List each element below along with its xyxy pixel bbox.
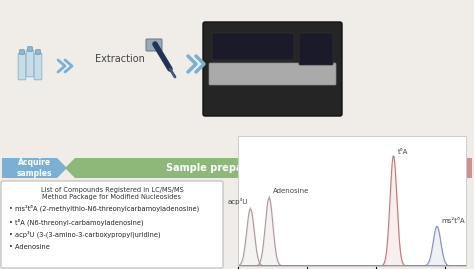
Text: Extraction: Extraction <box>95 54 145 64</box>
Text: List of Compounds Registered in LC/MS/MS
Method Package for Modified Nucleosides: List of Compounds Registered in LC/MS/MS… <box>41 187 183 200</box>
Text: acp³U: acp³U <box>228 199 248 206</box>
Text: Sample preparation: Sample preparation <box>166 163 276 173</box>
Text: • acp³U (3-(3-amino-3-carboxypropyl)uridine): • acp³U (3-(3-amino-3-carboxypropyl)urid… <box>9 231 161 239</box>
Text: Adenosine: Adenosine <box>273 188 309 194</box>
Polygon shape <box>375 158 472 178</box>
FancyBboxPatch shape <box>27 47 32 51</box>
FancyBboxPatch shape <box>34 53 42 80</box>
Text: ms²t⁶A: ms²t⁶A <box>441 218 465 224</box>
Polygon shape <box>65 158 377 178</box>
FancyBboxPatch shape <box>212 33 294 60</box>
FancyBboxPatch shape <box>36 50 40 54</box>
FancyBboxPatch shape <box>26 50 34 77</box>
Text: t⁶A: t⁶A <box>398 149 408 155</box>
Text: LC/MS/MS
Analysis (6 min.): LC/MS/MS Analysis (6 min.) <box>390 161 457 175</box>
FancyBboxPatch shape <box>209 63 336 85</box>
Text: • t⁶A (N6-threonyl-carbamoyladenosine): • t⁶A (N6-threonyl-carbamoyladenosine) <box>9 218 144 225</box>
FancyBboxPatch shape <box>1 181 223 268</box>
FancyBboxPatch shape <box>20 50 24 54</box>
Polygon shape <box>2 158 67 178</box>
Text: • Adenosine: • Adenosine <box>9 244 50 250</box>
FancyBboxPatch shape <box>203 22 342 116</box>
FancyBboxPatch shape <box>299 33 333 65</box>
Text: Acquire
samples: Acquire samples <box>17 158 52 178</box>
Text: • ms²t⁶A (2-methylthio-N6-threonylcarbamoyladenosine): • ms²t⁶A (2-methylthio-N6-threonylcarbam… <box>9 205 199 213</box>
FancyBboxPatch shape <box>18 53 26 80</box>
FancyBboxPatch shape <box>146 39 162 51</box>
